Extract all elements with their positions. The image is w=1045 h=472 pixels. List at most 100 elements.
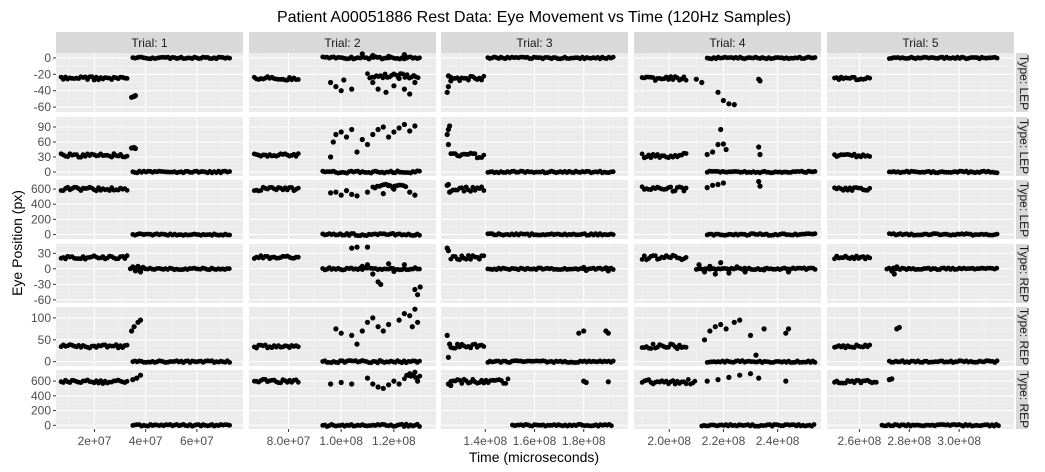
data-point: [227, 232, 233, 238]
data-point: [124, 342, 130, 348]
y-tick-label-r2-2: 60: [38, 135, 52, 149]
data-point: [761, 267, 767, 273]
data-point: [370, 131, 376, 138]
panel-background: [56, 307, 243, 366]
data-point: [668, 184, 674, 190]
data-point: [481, 253, 487, 259]
data-point: [994, 231, 1000, 237]
data-point: [718, 260, 724, 266]
data-point: [466, 253, 471, 258]
y-tick-label-r3-0: 0: [44, 227, 51, 241]
data-point: [109, 154, 115, 160]
data-point: [481, 344, 487, 349]
data-point: [412, 286, 418, 293]
data-point: [349, 245, 355, 251]
data-point: [132, 93, 138, 99]
data-point: [370, 381, 376, 387]
data-point: [328, 79, 334, 86]
data-point: [401, 311, 407, 317]
data-point: [894, 264, 900, 270]
panel-r3-c2: [249, 180, 436, 239]
panel-r2-c1: [56, 117, 243, 176]
panel-r1-c5: [827, 53, 1014, 112]
data-point: [364, 141, 371, 148]
strip-top-1: [56, 32, 243, 54]
data-point: [994, 265, 1000, 271]
data-point: [370, 79, 376, 86]
panel-r2-c2: [249, 117, 436, 176]
data-point: [463, 256, 469, 262]
data-point: [889, 376, 895, 382]
data-point: [726, 374, 732, 380]
strip-top-2: [249, 32, 436, 54]
data-point: [349, 126, 355, 133]
data-point: [349, 191, 355, 197]
data-point: [477, 256, 482, 262]
y-tick-label-r3-2: 400: [31, 197, 51, 211]
panel-r3-c1: [56, 180, 243, 239]
panel-r5-c4: [634, 307, 821, 366]
data-point: [396, 75, 402, 81]
panel-background: [249, 307, 436, 366]
data-point: [396, 125, 402, 131]
data-point: [391, 129, 397, 135]
strip-right-label-6: Type: REP: [1017, 371, 1031, 428]
data-point: [386, 382, 392, 388]
panel-r4-c4: [634, 244, 821, 303]
strip-top-label-1: Trial: 1: [131, 36, 168, 50]
data-point: [726, 270, 732, 276]
data-point: [417, 284, 423, 290]
x-tick-label-c4-2: 2.4e+08: [756, 434, 800, 448]
data-point: [503, 381, 509, 386]
data-point: [605, 330, 611, 336]
data-point: [747, 332, 754, 338]
panel-r4-c5: [827, 244, 1014, 303]
data-point: [412, 123, 418, 129]
data-point: [812, 231, 818, 237]
data-point: [867, 255, 873, 261]
data-point: [407, 128, 413, 134]
panel-r2-c3: [441, 117, 628, 176]
data-point: [124, 153, 130, 159]
data-point: [459, 185, 465, 191]
x-tick-label-c2-1: 1.0e+08: [319, 434, 363, 448]
data-point: [226, 266, 232, 272]
data-point: [720, 180, 727, 186]
strip-top-label-3: Trial: 3: [516, 36, 553, 50]
data-point: [466, 77, 471, 83]
panel-r1-c3: [441, 53, 628, 112]
panel-r3-c4: [634, 178, 821, 239]
data-point: [448, 382, 454, 389]
data-point: [696, 262, 702, 268]
data-point: [448, 78, 454, 84]
data-point: [867, 342, 873, 348]
data-point: [401, 262, 407, 268]
data-point: [333, 189, 339, 195]
panel-r3-c5: [827, 180, 1014, 239]
strip-right-label-4: Type: REP: [1017, 245, 1031, 302]
data-point: [415, 319, 421, 325]
data-point: [417, 168, 422, 174]
data-point: [812, 55, 818, 60]
data-point: [610, 54, 616, 60]
data-point: [648, 346, 654, 351]
data-point: [481, 188, 487, 193]
data-point: [343, 134, 350, 140]
data-point: [756, 178, 762, 185]
x-tick-label-c5-0: 2.6e+08: [838, 434, 882, 448]
panel-r6-c3: [441, 370, 628, 429]
data-point: [375, 126, 381, 133]
data-point: [641, 253, 647, 259]
data-point: [402, 376, 407, 382]
panel-r1-c4: [634, 53, 821, 112]
data-point: [400, 71, 406, 77]
data-point: [731, 102, 737, 108]
data-point: [610, 169, 616, 175]
data-point: [124, 187, 130, 193]
data-point: [415, 75, 421, 81]
data-point: [295, 254, 301, 260]
data-point: [679, 185, 685, 191]
data-point: [444, 89, 450, 95]
data-point: [140, 264, 146, 270]
strip-right-label-3: Type: LEP: [1017, 182, 1031, 237]
